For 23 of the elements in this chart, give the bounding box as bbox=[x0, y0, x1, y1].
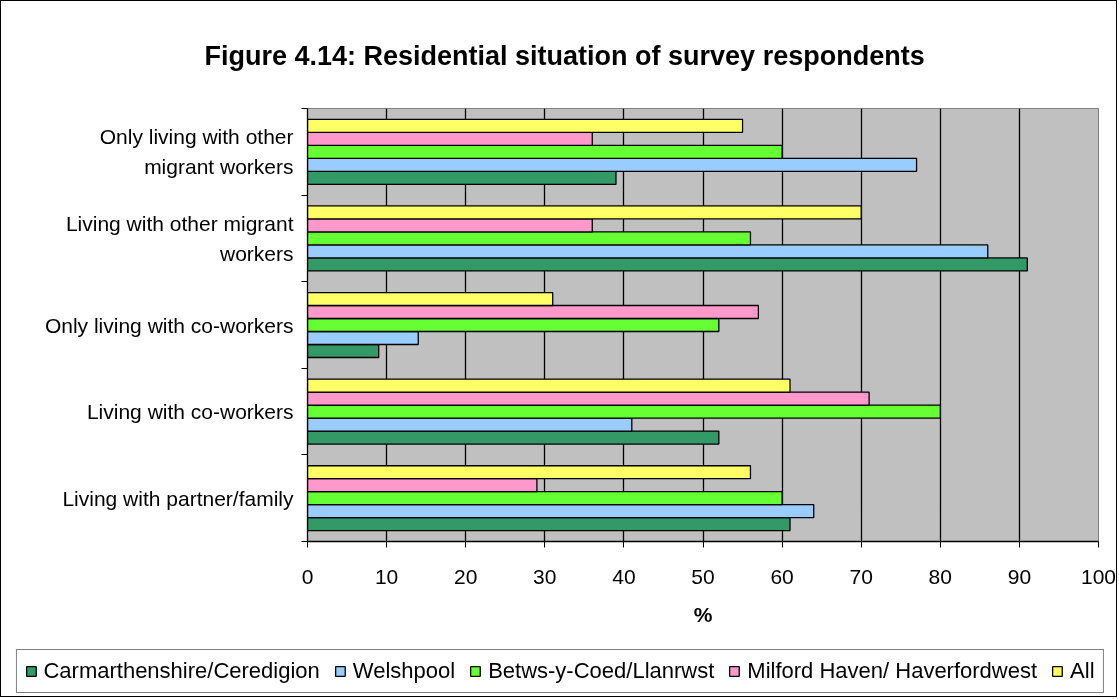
chart-title: Figure 4.14: Residential situation of survey respondents bbox=[204, 41, 925, 71]
legend-label: Milford Haven/ Haverfordwest bbox=[747, 658, 1038, 684]
x-tick-label: 40 bbox=[612, 564, 636, 588]
x-tick-label: 100 bbox=[1080, 564, 1117, 588]
y-tick-label: Living with other migrant workers bbox=[65, 211, 294, 265]
x-tick-label: 90 bbox=[1007, 564, 1032, 588]
x-tick-label: 50 bbox=[691, 564, 715, 588]
legend-label: Betws-y-Coed/Llanrwst bbox=[488, 658, 715, 684]
x-axis-title: % bbox=[693, 602, 713, 626]
y-tick-label: Only living with co-workers bbox=[44, 313, 294, 337]
x-tick-label: 80 bbox=[928, 564, 952, 588]
y-tick-label: Living with partner/family bbox=[62, 486, 294, 510]
x-tick-label: 0 bbox=[301, 564, 314, 588]
x-tick-label: 70 bbox=[849, 564, 873, 588]
y-tick-label: Living with co-workers bbox=[86, 400, 294, 424]
x-tick-label: 60 bbox=[770, 564, 794, 588]
x-tick-label: 30 bbox=[533, 564, 557, 588]
y-tick-label: Only living with other migrant workers bbox=[99, 125, 294, 179]
legend-label: Carmarthenshire/Ceredigion bbox=[43, 658, 320, 684]
legend-label: All bbox=[1070, 658, 1095, 684]
legend-label: Welshpool bbox=[352, 658, 456, 684]
x-tick-label: 20 bbox=[454, 564, 478, 588]
x-tick-label: 10 bbox=[374, 564, 399, 588]
